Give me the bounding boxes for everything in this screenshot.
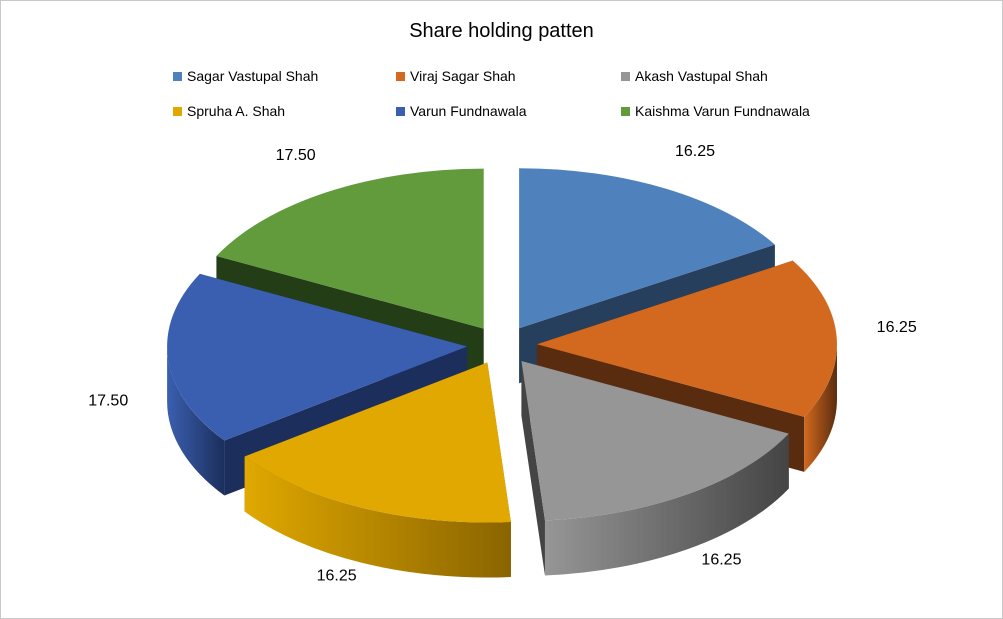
slice-top-face — [521, 361, 789, 521]
legend-item: Viraj Sagar Shah — [396, 68, 516, 84]
slice-outer-wall — [167, 346, 225, 496]
legend-item: Akash Vastupal Shah — [621, 68, 768, 84]
pie-slice — [521, 361, 789, 576]
slice-top-face — [216, 168, 484, 329]
slice-top-face — [244, 362, 511, 523]
legend-item: Spruha A. Shah — [173, 103, 285, 119]
legend-swatch — [396, 106, 405, 116]
legend-label: Spruha A. Shah — [187, 103, 286, 119]
legend-swatch — [396, 71, 405, 81]
pie-slice — [244, 362, 511, 578]
data-label: 16.25 — [877, 319, 917, 336]
data-label: 16.25 — [675, 143, 715, 160]
legend-label: Varun Fundnawala — [410, 103, 527, 119]
data-label: 16.25 — [317, 568, 357, 585]
legend-label: Kaishma Varun Fundnawala — [635, 103, 810, 119]
slice-outer-wall — [544, 433, 789, 576]
legend-swatch — [173, 71, 182, 81]
legend-label: Viraj Sagar Shah — [410, 68, 516, 84]
legend-swatch — [621, 71, 630, 81]
legend-item: Kaishma Varun Fundnawala — [621, 103, 810, 119]
legend-label: Akash Vastupal Shah — [635, 68, 768, 84]
data-label: 17.50 — [276, 147, 316, 164]
chart-title: Share holding patten — [409, 20, 594, 42]
slice-outer-wall — [244, 456, 511, 578]
legend-swatch — [621, 106, 630, 116]
data-label: 17.50 — [88, 392, 128, 409]
legend-item: Varun Fundnawala — [396, 103, 526, 119]
slice-top-face — [519, 168, 775, 329]
legend-label: Sagar Vastupal Shah — [187, 68, 319, 84]
slice-top-face — [167, 273, 468, 441]
legend-item: Sagar Vastupal Shah — [173, 68, 318, 84]
slice-side-face — [521, 361, 545, 576]
legend-swatch — [173, 106, 182, 116]
data-label: 16.25 — [701, 551, 741, 568]
slice-outer-wall — [804, 344, 837, 472]
slice-top-face — [536, 260, 837, 417]
